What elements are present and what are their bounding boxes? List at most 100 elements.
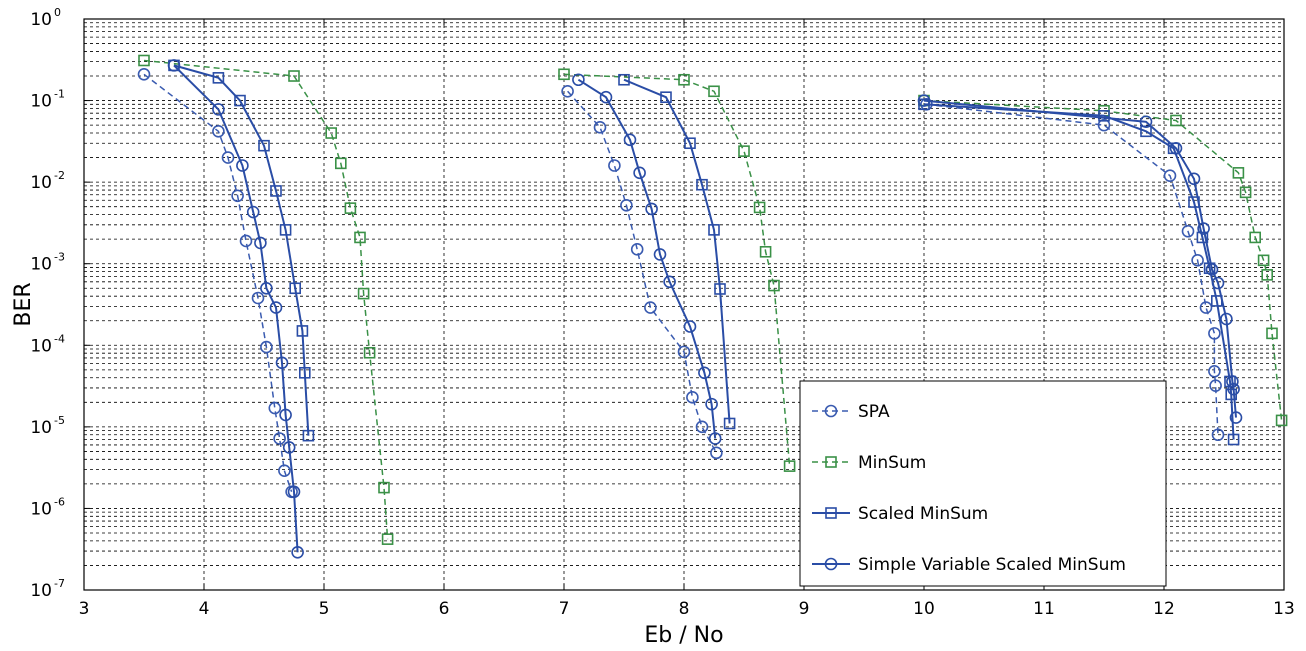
data-point-minsum [334,157,347,170]
data-point-simple-variable-scaled-minsum [1227,382,1240,396]
data-point-scaled-minsum [1227,433,1240,446]
data-point-scaled-minsum [696,178,708,191]
y-tick-exponent: -7 [54,577,65,590]
data-point-minsum [1249,231,1261,244]
series-spa [137,67,1225,499]
data-point-spa [273,432,286,445]
data-point-spa [1211,428,1225,442]
data-point-minsum [1239,186,1252,199]
data-point-simple-variable-scaled-minsum [269,301,283,314]
data-point-scaled-minsum [212,72,225,84]
data-point-simple-variable-scaled-minsum [236,159,249,172]
y-tick-exponent: -1 [54,88,65,101]
data-point-minsum [1170,114,1182,127]
data-point-minsum [344,202,357,214]
data-point-simple-variable-scaled-minsum [254,236,267,250]
data-point-minsum [357,287,370,300]
y-tick-label: 10 [30,92,52,112]
data-point-spa [1097,118,1111,132]
series-line-minsum [143,59,389,540]
data-point-spa [1208,364,1221,378]
data-point-spa [1199,301,1213,314]
data-point-spa [644,301,657,314]
data-point-minsum [1261,269,1273,281]
data-point-simple-variable-scaled-minsum [212,103,225,116]
y-tick-exponent: -6 [54,495,65,508]
series-layer [137,54,1288,559]
data-point-minsum [738,145,750,157]
y-tick-exponent: -4 [54,332,65,345]
data-point-scaled-minsum [1196,231,1209,244]
data-point-minsum [558,68,570,81]
x-tick-label: 9 [799,599,810,619]
y-tick-label: 10 [30,10,52,30]
data-point-simple-variable-scaled-minsum [1197,222,1210,235]
data-point-simple-variable-scaled-minsum [1220,312,1233,326]
series-line-scaled-minsum [623,78,731,424]
legend-item-minsum: MinSum [812,453,926,473]
series-line-spa [926,103,1219,435]
y-tick-label: 10 [30,418,52,438]
data-point-simple-variable-scaled-minsum [287,485,301,499]
data-point-spa [630,243,644,256]
data-point-simple-variable-scaled-minsum [1211,276,1225,290]
data-point-minsum [288,70,300,82]
data-point-spa [268,401,282,415]
x-tick-label: 6 [439,599,450,619]
data-point-spa [620,199,633,212]
y-tick-label: 10 [30,173,52,193]
x-tick-label: 12 [1153,599,1175,619]
data-point-simple-variable-scaled-minsum [653,248,667,261]
data-point-scaled-minsum [1140,125,1152,138]
data-point-minsum [381,533,394,545]
data-point-minsum [378,481,390,494]
data-point-spa [231,189,244,203]
legend-item-scaled-minsum: Scaled MinSum [812,504,988,524]
y-tick-label: 10 [30,336,52,356]
data-point-scaled-minsum [302,429,315,442]
data-point-minsum [678,73,690,86]
data-point-minsum [1232,167,1245,179]
data-point-scaled-minsum [723,417,736,430]
data-point-simple-variable-scaled-minsum [282,441,296,454]
series-line-spa [567,90,718,454]
data-point-minsum [1275,414,1288,427]
data-point-scaled-minsum [298,366,311,379]
data-point-spa [137,67,151,81]
data-point-minsum [753,201,766,214]
data-point-spa [677,345,691,359]
data-point-spa [260,340,273,354]
data-point-scaled-minsum [296,325,309,337]
y-tick-exponent: -3 [54,251,65,264]
legend-marker-scaled-minsum [825,507,837,519]
data-point-minsum [768,279,780,292]
y-tick-exponent: -5 [54,414,65,427]
data-point-spa [1181,224,1195,238]
data-point-spa [221,151,235,164]
x-tick-label: 10 [913,599,935,619]
legend: SPA MinSum Scaled MinSum Simple Variable Sc… [799,380,1167,587]
series-simple-variable-scaled-minsum [167,59,1243,559]
y-tick-label: 10 [30,499,52,519]
x-axis-title: Eb / No [644,623,723,648]
data-point-simple-variable-scaled-minsum [279,408,292,422]
x-tick-label: 8 [679,599,690,619]
data-point-simple-variable-scaled-minsum [1169,141,1183,155]
data-point-spa [593,121,607,134]
data-point-simple-variable-scaled-minsum [683,320,697,333]
data-point-scaled-minsum [660,91,672,103]
data-point-scaled-minsum [1098,110,1110,122]
data-point-simple-variable-scaled-minsum [572,73,585,87]
data-point-simple-variable-scaled-minsum [167,59,181,72]
data-point-simple-variable-scaled-minsum [633,166,646,180]
legend-item-spa: SPA [812,402,890,422]
x-tick-label: 13 [1273,599,1295,619]
legend-item-simple-variable-scaled-minsum: Simple Variable Scaled MinSum [812,555,1126,575]
data-point-scaled-minsum [1203,262,1216,275]
data-point-scaled-minsum [234,94,246,107]
data-point-simple-variable-scaled-minsum [291,545,304,559]
series-line-spa [143,73,293,493]
data-point-spa [608,159,621,172]
data-point-scaled-minsum [618,73,630,86]
